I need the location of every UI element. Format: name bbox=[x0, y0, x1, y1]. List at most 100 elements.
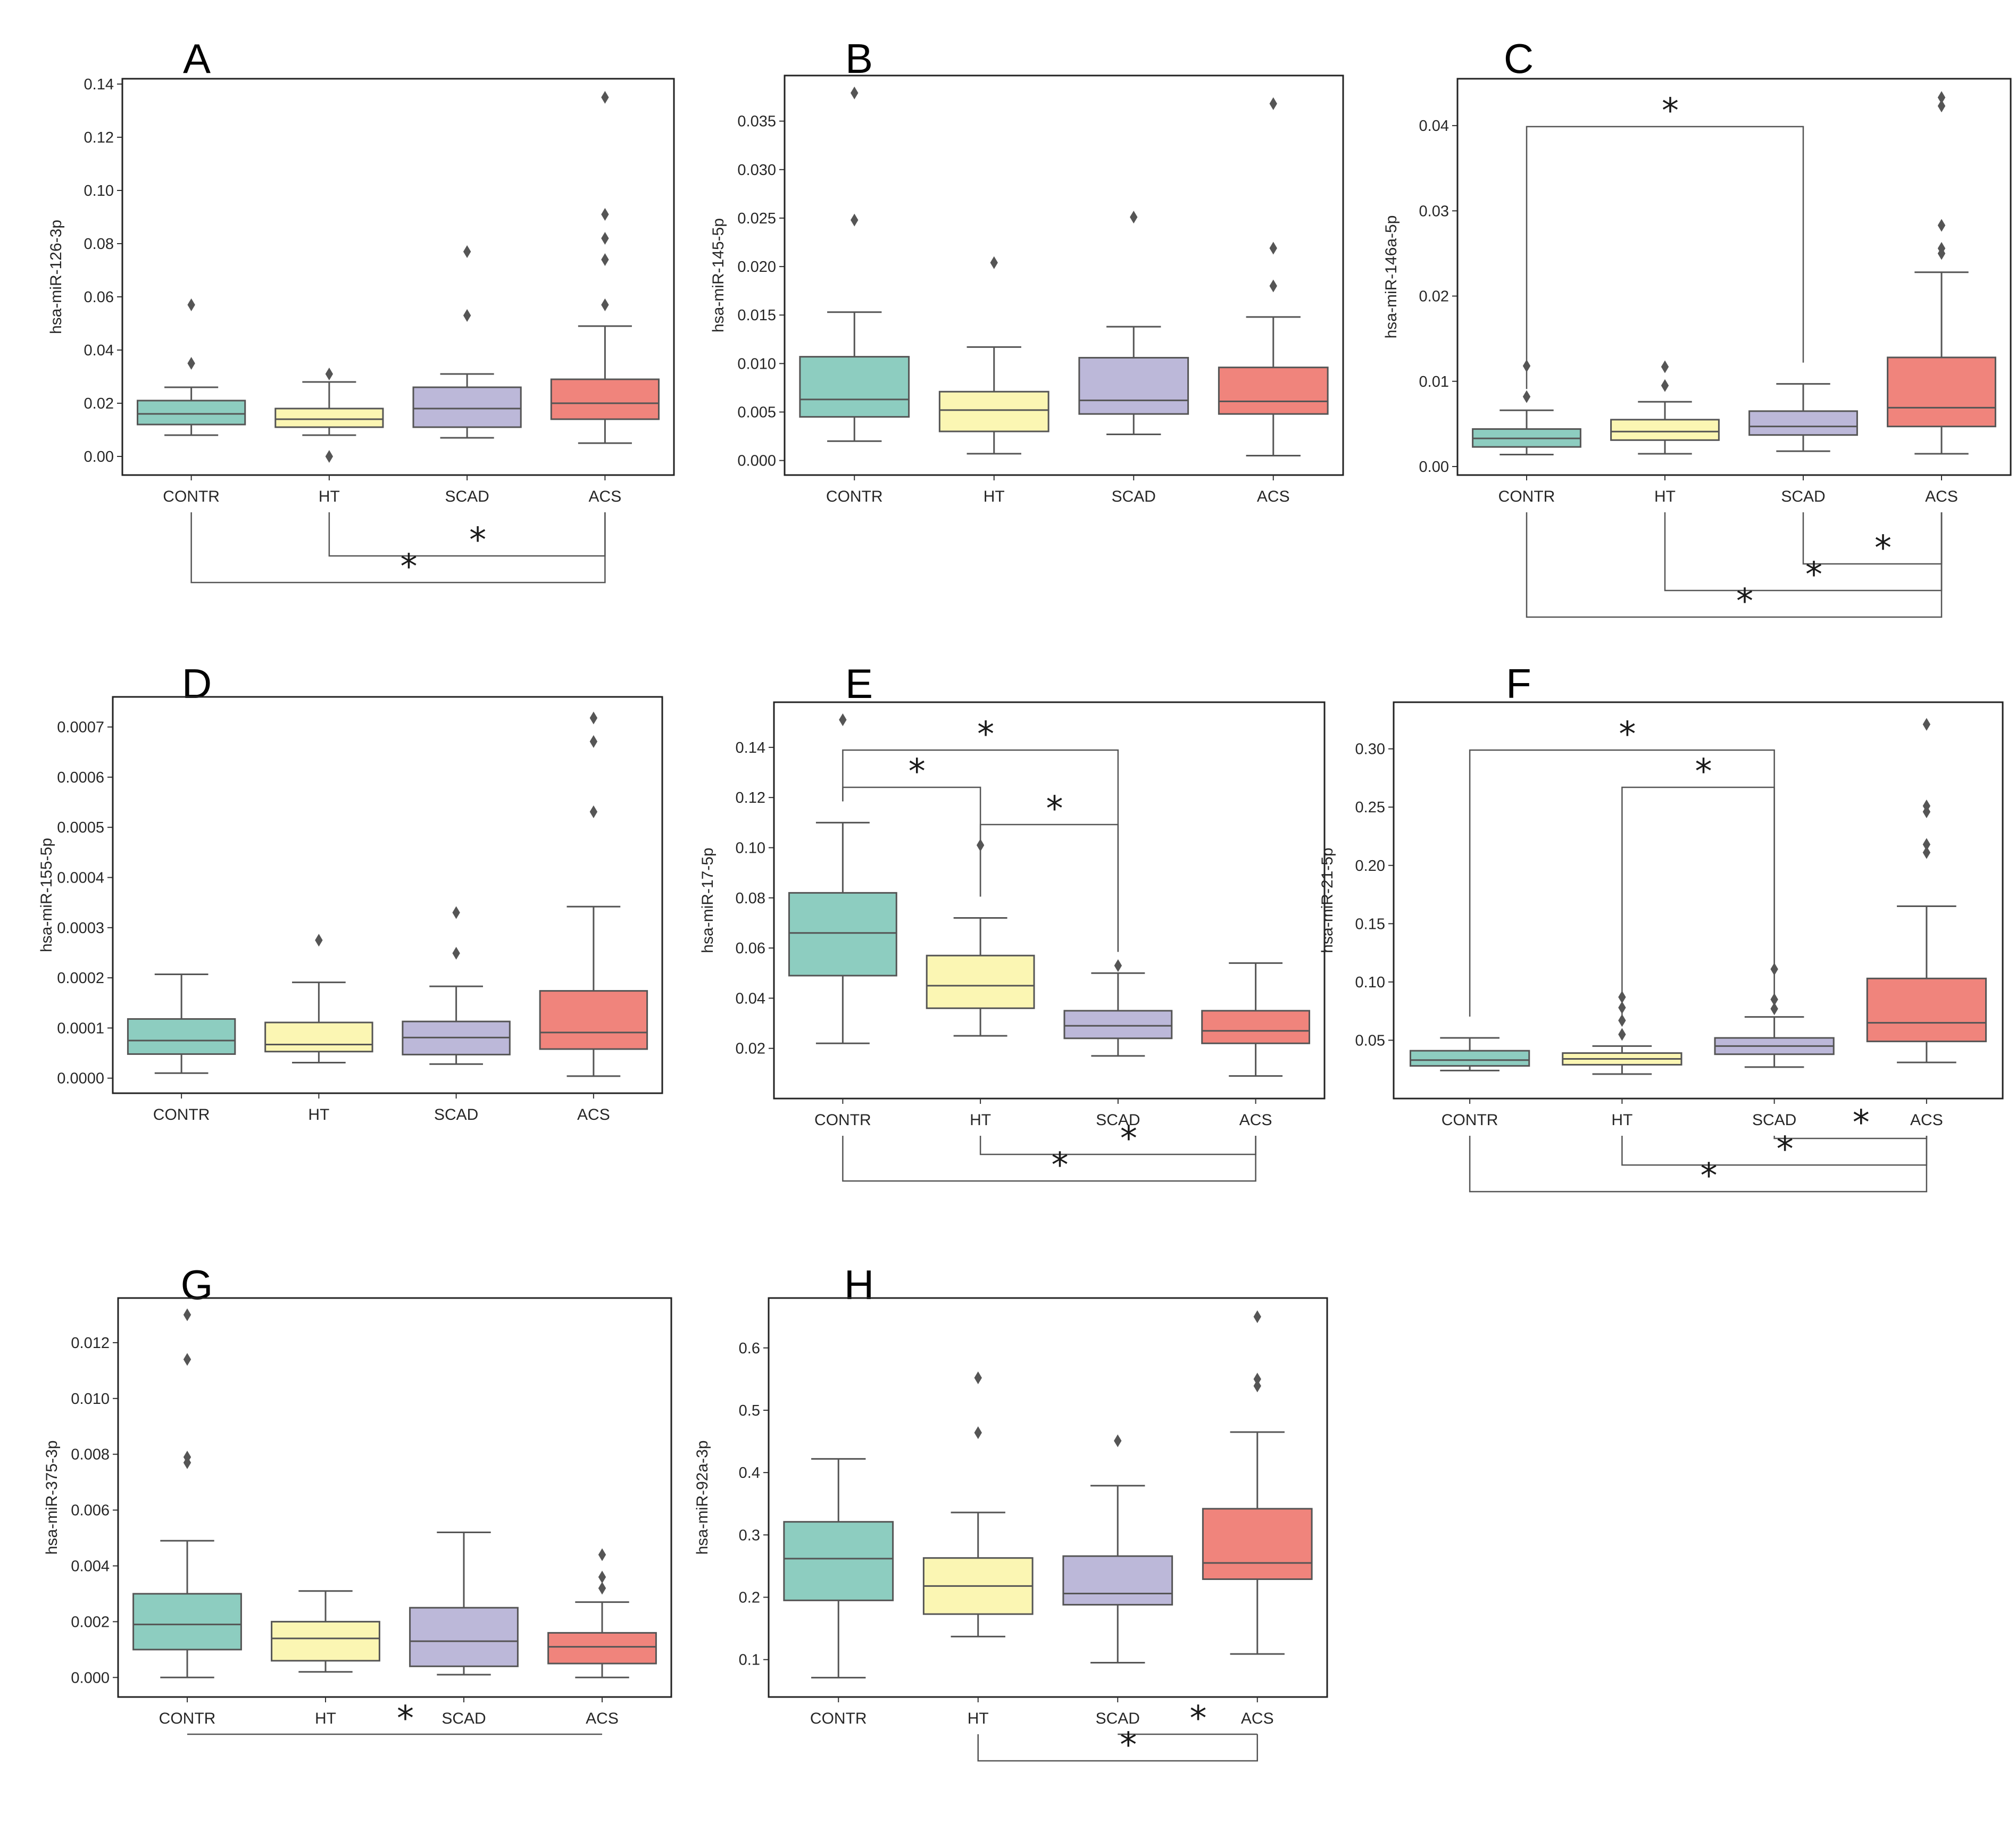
significance-star: * bbox=[1701, 1157, 1718, 1196]
x-tick-label: SCAD bbox=[1096, 1710, 1140, 1727]
box-ht bbox=[264, 934, 373, 1063]
box-contr bbox=[132, 1308, 242, 1678]
significance-star: * bbox=[397, 1699, 414, 1738]
iqr-box bbox=[1887, 356, 1996, 428]
outlier-point bbox=[1661, 379, 1669, 392]
box-acs bbox=[550, 91, 660, 444]
outlier-point bbox=[974, 1426, 982, 1440]
significance-star: * bbox=[1853, 1103, 1870, 1143]
plot-frame bbox=[121, 78, 675, 476]
outlier-point bbox=[452, 906, 460, 919]
outlier-point bbox=[851, 213, 859, 227]
significance-bracket bbox=[842, 1136, 1256, 1182]
y-axis-label: hsa-miR-375-3p bbox=[43, 1440, 61, 1554]
y-tick-label: 0.008 bbox=[71, 1446, 110, 1463]
x-tick-label: HT bbox=[984, 488, 1005, 505]
y-tick-label: 0.006 bbox=[71, 1502, 110, 1519]
iqr-box bbox=[539, 990, 648, 1050]
significance-star: * bbox=[909, 752, 926, 792]
x-tick-label: CONTR bbox=[159, 1710, 216, 1727]
y-tick-label: 0.6 bbox=[739, 1340, 760, 1357]
box-acs bbox=[547, 1548, 657, 1678]
panel-letter: H bbox=[844, 1261, 874, 1308]
iqr-box bbox=[412, 386, 522, 428]
box-acs bbox=[1201, 962, 1311, 1077]
outlier-point bbox=[1130, 211, 1138, 224]
iqr-box bbox=[1063, 1010, 1173, 1039]
x-tick-label: HT bbox=[308, 1106, 329, 1124]
plot-frame bbox=[112, 696, 663, 1094]
outlier-point bbox=[183, 1450, 191, 1463]
y-tick-label: 0.12 bbox=[736, 789, 765, 806]
iqr-box bbox=[1610, 419, 1720, 441]
outlier-point bbox=[1269, 242, 1277, 255]
x-tick-label: HT bbox=[1611, 1111, 1632, 1129]
significance-star: * bbox=[1046, 789, 1063, 829]
x-tick-label: ACS bbox=[589, 488, 622, 505]
plot-frame bbox=[768, 1297, 1328, 1698]
iqr-box bbox=[264, 1021, 373, 1053]
y-tick-label: 0.06 bbox=[84, 289, 114, 306]
y-tick-label: 0.0000 bbox=[57, 1070, 104, 1087]
y-tick-label: 0.02 bbox=[1419, 288, 1449, 305]
y-tick-label: 0.010 bbox=[71, 1391, 110, 1408]
x-tick-label: ACS bbox=[1925, 488, 1958, 505]
x-tick-label: SCAD bbox=[1752, 1111, 1796, 1129]
y-axis-label: hsa-miR-146a-5p bbox=[1382, 215, 1400, 339]
y-axis-label: hsa-miR-145-5p bbox=[710, 218, 727, 332]
y-tick-label: 0.00 bbox=[84, 448, 114, 465]
outlier-point bbox=[1937, 99, 1946, 113]
box-scad bbox=[1063, 959, 1173, 1057]
box-ht bbox=[922, 1371, 1034, 1637]
significance-star: * bbox=[1052, 1146, 1069, 1185]
outlier-point bbox=[1937, 91, 1946, 104]
box-ht bbox=[274, 368, 384, 463]
significance-star: * bbox=[1190, 1699, 1207, 1738]
iqr-box bbox=[550, 378, 660, 420]
x-tick-label: HT bbox=[970, 1111, 991, 1129]
y-tick-label: 0.04 bbox=[736, 990, 765, 1007]
outlier-point bbox=[589, 711, 598, 725]
significance-star: * bbox=[469, 521, 486, 560]
x-tick-label: SCAD bbox=[1096, 1111, 1140, 1129]
x-tick-label: ACS bbox=[1241, 1710, 1274, 1727]
box-scad bbox=[1062, 1434, 1173, 1664]
outlier-point bbox=[1922, 718, 1931, 731]
box-ht bbox=[938, 256, 1049, 455]
outlier-point bbox=[589, 805, 598, 818]
box-ht bbox=[926, 838, 1035, 1037]
outlier-point bbox=[452, 946, 460, 960]
x-tick-label: HT bbox=[315, 1710, 336, 1727]
outlier-point bbox=[601, 253, 609, 266]
outlier-point bbox=[1114, 1434, 1122, 1448]
panel-letter: B bbox=[845, 35, 873, 82]
outlier-point bbox=[839, 713, 847, 727]
significance-star: * bbox=[1777, 1130, 1794, 1169]
panel-letter: E bbox=[845, 660, 873, 707]
y-tick-label: 0.030 bbox=[737, 162, 776, 179]
y-tick-label: 0.0006 bbox=[57, 769, 104, 786]
x-tick-label: CONTR bbox=[153, 1106, 210, 1124]
significance-bracket bbox=[1802, 512, 1943, 565]
iqr-box bbox=[783, 1521, 894, 1601]
iqr-box bbox=[1409, 1050, 1530, 1067]
plot-frame bbox=[773, 701, 1326, 1100]
x-tick-label: SCAD bbox=[1781, 488, 1825, 505]
y-tick-label: 0.04 bbox=[1419, 118, 1449, 135]
outlier-point bbox=[851, 86, 859, 99]
y-tick-label: 0.0007 bbox=[57, 719, 104, 736]
iqr-box bbox=[271, 1620, 380, 1662]
box-scad bbox=[1078, 211, 1189, 435]
panel-letter: D bbox=[182, 660, 212, 707]
y-tick-label: 0.30 bbox=[1355, 741, 1385, 758]
iqr-box bbox=[938, 390, 1049, 432]
outlier-point bbox=[601, 208, 609, 221]
significance-star: * bbox=[1120, 1119, 1137, 1159]
box-acs bbox=[539, 711, 648, 1077]
x-tick-label: ACS bbox=[1239, 1111, 1272, 1129]
y-axis-label: hsa-miR-17-5p bbox=[699, 847, 717, 953]
